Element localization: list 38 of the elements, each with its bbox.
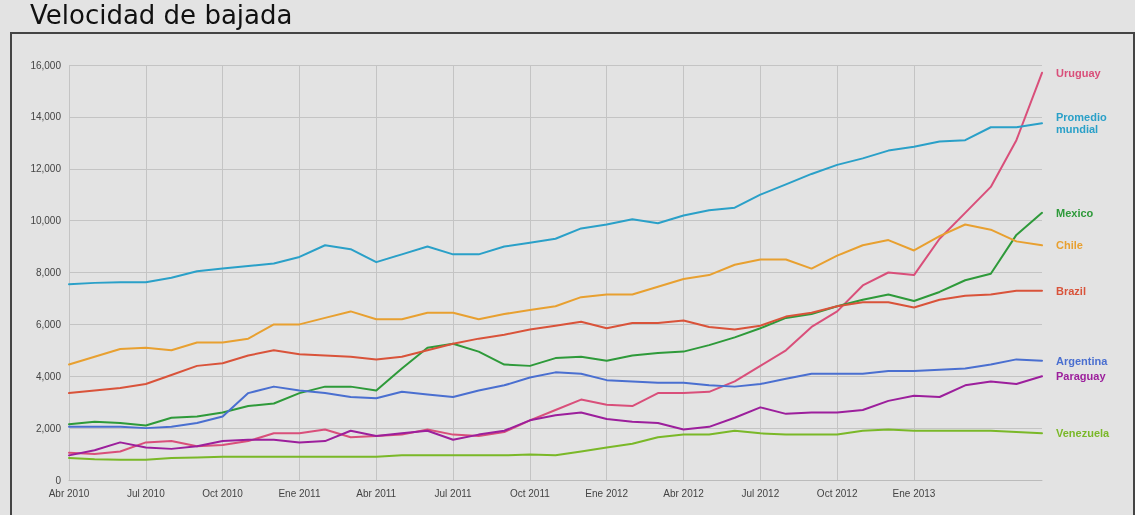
series-label: Chile	[1056, 239, 1083, 252]
x-tick-label: Jul 2011	[434, 487, 473, 499]
y-tick-label: 0	[55, 474, 62, 486]
x-tick-label: Oct 2011	[509, 487, 551, 499]
x-tick-label: Jul 2010	[126, 487, 166, 499]
series-label: Paraguay	[1056, 370, 1107, 383]
x-tick-label: Oct 2010	[202, 487, 244, 499]
y-tick-label: 14,000	[30, 111, 62, 123]
x-tick-label: Ene 2012	[585, 487, 629, 499]
x-tick-label: Jul 2012	[741, 487, 780, 499]
line-series	[68, 71, 1043, 456]
line-series	[68, 358, 1043, 430]
line-series	[68, 223, 1043, 366]
y-tick-label: 12,000	[30, 163, 62, 175]
series-label: Mexico	[1056, 206, 1094, 219]
line-series	[68, 428, 1043, 461]
x-tick-label: Ene 2013	[892, 487, 936, 499]
series-label: Brazil	[1056, 284, 1086, 297]
x-tick-label: Abr 2010	[48, 487, 90, 499]
y-tick-label: 4,000	[35, 370, 62, 382]
series-label: Argentina	[1056, 354, 1109, 367]
y-tick-label: 2,000	[35, 422, 62, 434]
chart-title: Velocidad de bajada	[30, 0, 293, 30]
y-tick-label: 6,000	[35, 318, 62, 330]
series-label: Promedio mundial	[1056, 111, 1110, 136]
y-tick-label: 8,000	[35, 267, 62, 278]
line-series	[68, 375, 1043, 457]
x-tick-label: Ene 2011	[278, 487, 321, 499]
line-series	[68, 122, 1043, 286]
y-tick-label: 10,000	[30, 215, 62, 227]
series-label: Uruguay	[1056, 66, 1102, 79]
x-tick-label: Oct 2012	[816, 487, 858, 499]
series-label: Venezuela	[1056, 427, 1111, 440]
line-series	[68, 211, 1043, 427]
x-tick-label: Abr 2012	[663, 487, 705, 499]
x-tick-label: Abr 2011	[356, 487, 397, 499]
line-series	[68, 289, 1043, 395]
y-tick-label: 16,000	[30, 59, 62, 71]
